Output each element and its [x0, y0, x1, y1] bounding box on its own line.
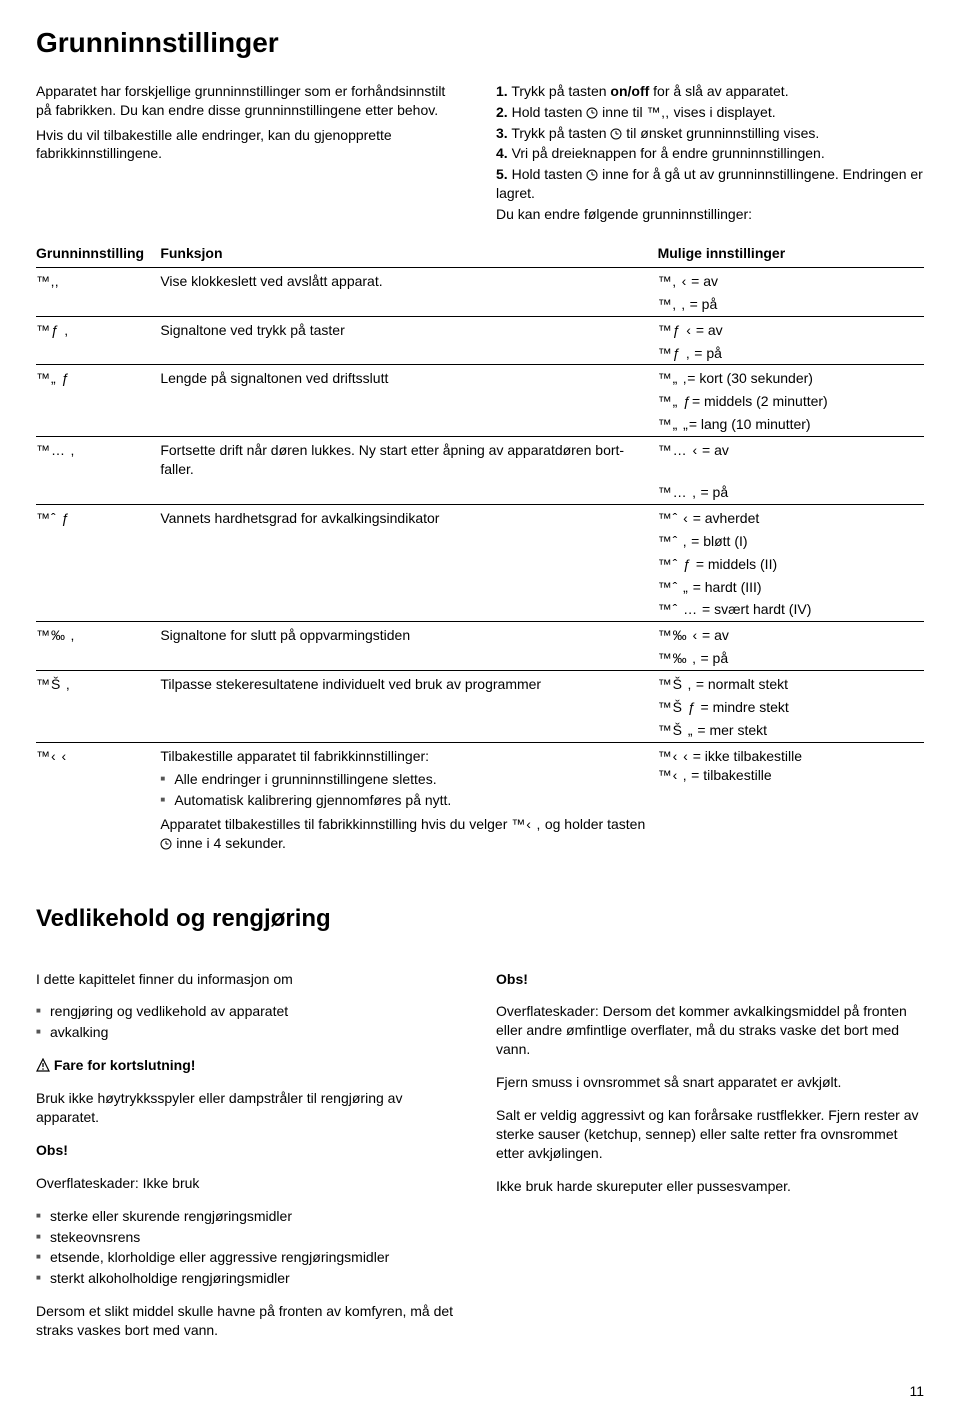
table-row: ™Š „ = mer stekt: [36, 719, 924, 742]
obs-heading-2: Obs!: [496, 970, 924, 989]
step-1: 1. Trykk på tasten on/off for å slå av a…: [496, 82, 924, 101]
step-4: 4. Vri på dreieknappen for å endre grunn…: [496, 144, 924, 163]
clock-icon: [610, 125, 622, 141]
intro-paragraph-2: Hvis du vil tilbakestille alle endringer…: [36, 126, 464, 164]
list-item: rengjøring og vedlikehold av apparatet: [36, 1002, 464, 1021]
clock-icon: [160, 835, 172, 851]
section-title-2: Vedlikehold og rengjøring: [36, 903, 924, 935]
table-row: ™ˆ ƒ Vannets hardhetsgrad for avkalkings…: [36, 504, 924, 529]
intro-paragraph-1: Apparatet har forskjellige grunninnstill…: [36, 82, 464, 120]
clock-icon: [586, 166, 598, 182]
table-row: ™„ ƒ Lengde på signaltonen ved driftsslu…: [36, 365, 924, 390]
table-row: ™‚‚ Vise klokkeslett ved avslått apparat…: [36, 267, 924, 292]
settings-table: Grunninnstilling Funksjon Mulige innstil…: [36, 240, 924, 855]
obs1-lead: Overflateskader: Ikke bruk: [36, 1174, 464, 1193]
page-number: 11: [36, 1382, 924, 1401]
s2-intro: I dette kapittelet finner du informasjon…: [36, 970, 464, 989]
s2-p5: Ikke bruk harde skureputer eller pussesv…: [496, 1177, 924, 1196]
table-row: ™Š ‚ Tilpasse stekeresultatene individue…: [36, 671, 924, 696]
list-item: avkalking: [36, 1023, 464, 1042]
subintro: Du kan endre følgende grunninnstillinger…: [496, 205, 924, 224]
th-options: Mulige innstillinger: [658, 240, 924, 267]
table-row: ™ƒ ‚ = på: [36, 342, 924, 365]
table-row: ™Š ƒ = mindre stekt: [36, 696, 924, 719]
warning-body: Bruk ikke høytrykksspyler eller dampstrå…: [36, 1089, 464, 1127]
obs1-tail: Dersom et slikt middel skulle havne på f…: [36, 1302, 464, 1340]
table-row: ™ˆ ƒ = middels (II): [36, 553, 924, 576]
warning-heading: Fare for kortslutning!: [36, 1056, 464, 1075]
table-row: ™„ ƒ= middels (2 minutter): [36, 390, 924, 413]
obs2-body: Overflateskader: Dersom det kommer avkal…: [496, 1002, 924, 1059]
table-row: ™„ „= lang (10 minutter): [36, 413, 924, 436]
th-setting: Grunninnstilling: [36, 240, 160, 267]
list-item: etsende, klorholdige eller aggressive re…: [36, 1248, 464, 1267]
th-function: Funksjon: [160, 240, 657, 267]
list-item: sterke eller skurende rengjøringsmidler: [36, 1207, 464, 1226]
obs-heading-1: Obs!: [36, 1141, 464, 1160]
step-2: 2. Hold tasten inne til ™‚‚ vises i disp…: [496, 103, 924, 122]
table-row: ™‚ ‚ = på: [36, 293, 924, 316]
warning-icon: [36, 1057, 50, 1073]
table-row: ™ƒ ‚ Signaltone ved trykk på taster ™ƒ ‹…: [36, 316, 924, 341]
step-3: 3. Trykk på tasten til ønsket grunninnst…: [496, 124, 924, 143]
s2-p4: Salt er veldig aggressivt og kan forårsa…: [496, 1106, 924, 1163]
table-row: ™ˆ … = svært hardt (IV): [36, 598, 924, 621]
table-row: ™‰ ‚ Signaltone for slutt på oppvarmings…: [36, 622, 924, 647]
s2-p3: Fjern smuss i ovnsrommet så snart appara…: [496, 1073, 924, 1092]
table-row: ™… ‚ = på: [36, 481, 924, 504]
clock-icon: [586, 104, 598, 120]
table-row: ™‹ ‹ Tilbakestille apparatet til fabrikk…: [36, 742, 924, 855]
step-5: 5. Hold tasten inne for å gå ut av grunn…: [496, 165, 924, 203]
list-item: stekeovnsrens: [36, 1228, 464, 1247]
list-item: sterkt alkoholholdige rengjøringsmidler: [36, 1269, 464, 1288]
table-row: ™… ‚ Fortsette drift når døren lukkes. N…: [36, 437, 924, 481]
table-row: ™ˆ „ = hardt (III): [36, 576, 924, 599]
table-row: ™‰ ‚ = på: [36, 647, 924, 670]
section-title-1: Grunninnstillinger: [36, 24, 924, 62]
table-row: ™ˆ ‚ = bløtt (I): [36, 530, 924, 553]
